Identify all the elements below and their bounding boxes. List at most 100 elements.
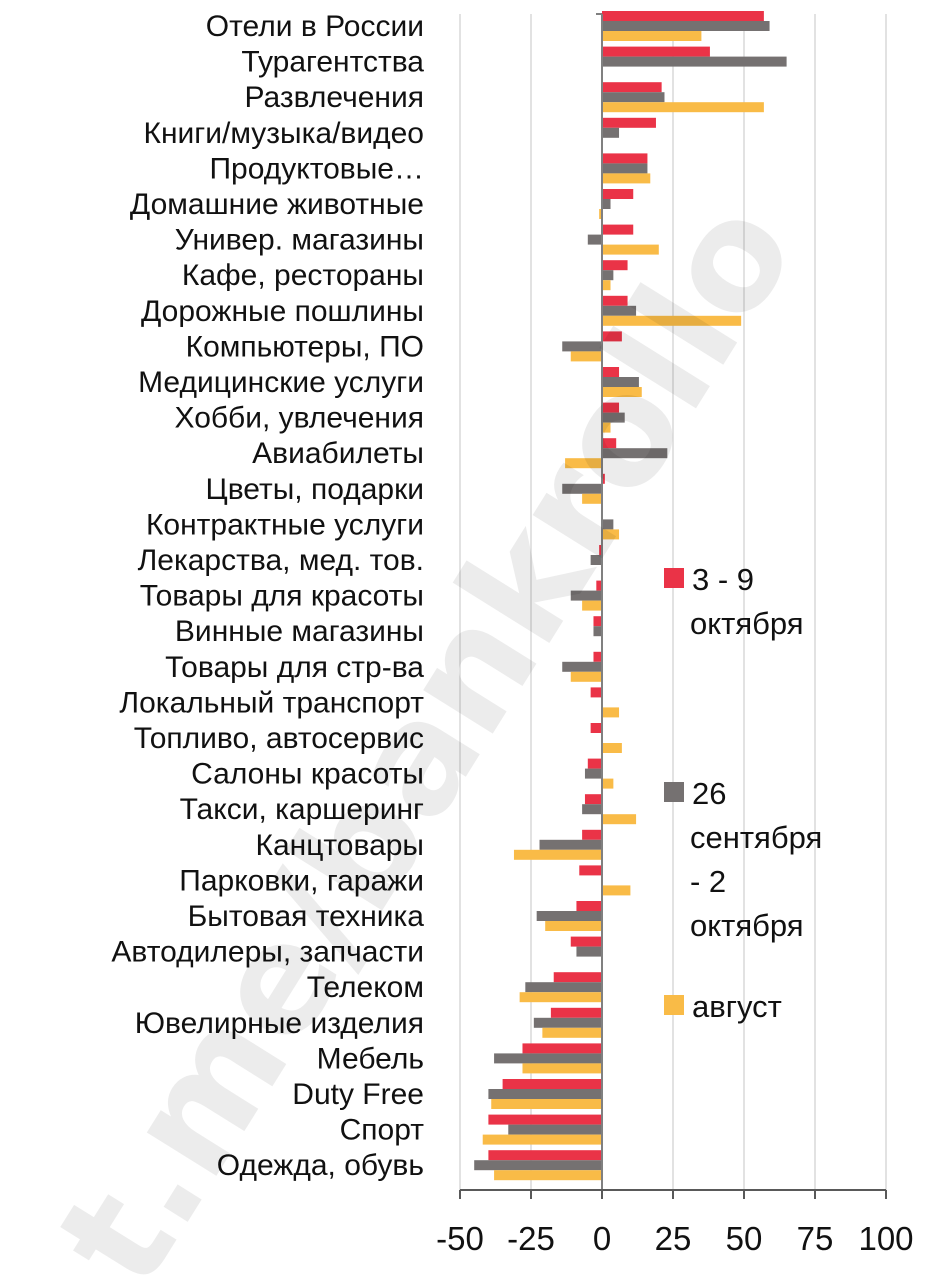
bar-series-2 [587,234,602,245]
bar-series-3 [491,1099,602,1109]
bar-series-3 [599,209,602,219]
legend-label: 3 - 9 [692,562,754,597]
bar-series-2 [602,412,625,423]
bar-series-2 [602,199,611,209]
bar-series-2 [539,839,602,850]
bar-series-1 [602,224,634,235]
bar-series-3 [602,814,637,825]
bar-series-2 [576,946,602,957]
bar-series-1 [599,545,602,555]
bar-series-2 [570,590,602,601]
grid-lines [459,14,887,1190]
legend-marker-2 [664,782,684,802]
bar-series-3 [602,743,622,753]
x-tick-label: 0 [593,1220,611,1257]
bar-series-3 [602,173,651,184]
bar-series-1 [590,723,602,733]
category-label: Бытовая техника [188,900,425,933]
category-label: Компьютеры, ПО [186,330,424,363]
x-tick-label: -25 [507,1220,555,1257]
bar-series-2 [602,519,614,530]
bar-series-3 [602,387,642,397]
category-label: Локальный транспорт [119,686,424,719]
bar-series-2 [590,555,602,565]
bar-series-1 [602,46,710,57]
category-label: Лекарства, мед. тов. [138,544,424,577]
bar-series-1 [584,794,602,805]
bar-series-1 [502,1079,602,1089]
x-tick-label: 100 [858,1220,913,1257]
bar-series-3 [519,992,602,1003]
category-label: Хобби, увлечения [175,402,424,435]
category-label: Дорожные пошлины [141,295,424,328]
category-label: Канцтовары [255,829,424,862]
bar-series-1 [582,829,602,840]
bar-series-3 [570,351,602,362]
bar-series-1 [602,11,764,21]
bar-series-3 [602,422,611,433]
bar-series-3 [494,1170,602,1181]
legend: 3 - 9 октября 26 сентября - 2 октября август [664,562,822,1024]
bar-series-2 [488,1089,602,1099]
bar-series-1 [602,402,620,413]
bar-series-1 [587,758,602,769]
bar-series-3 [602,529,620,540]
bar-series-2 [602,127,620,138]
legend-label: - 2 [690,864,726,899]
bar-series-1 [602,295,628,306]
bar-series-3 [513,849,602,860]
bar-series-2 [602,21,770,31]
category-label: Винные магазины [175,615,424,648]
bar-series-1 [488,1114,602,1125]
bar-series-3 [602,244,659,255]
bar-series-2 [525,982,602,993]
category-label: Контрактные услуги [146,508,424,541]
bar-series-1 [602,473,605,484]
bar-series-1 [602,367,620,377]
category-label: Мебель [317,1042,424,1075]
bar-series-3 [482,1134,602,1145]
x-tick-label: -50 [436,1220,484,1257]
bar-series-2 [533,1017,602,1028]
legend-label: 26 [692,776,726,811]
category-labels: Отели в РоссииТурагентстваРазвлеченияКни… [111,10,424,1182]
x-tick-label: 50 [726,1220,763,1257]
bar-series-1 [602,189,634,199]
bar-series-2 [582,804,602,815]
x-tick-label: 25 [655,1220,692,1257]
category-label: Duty Free [292,1078,424,1111]
category-label: Отели в России [206,10,424,43]
category-label: Продуктовые… [209,152,424,185]
bar-series-1 [553,972,602,983]
bar-series-3 [602,280,611,291]
category-label: Ювелирные изделия [135,1007,424,1040]
bar-series-3 [582,493,602,504]
bar-series-3 [602,102,764,113]
category-label: Спорт [340,1114,425,1147]
bar-series-2 [508,1124,602,1135]
bar-series-2 [562,661,602,672]
legend-label: сентября [690,820,822,855]
category-label: Кафе, рестораны [182,259,424,292]
category-label: Домашние животные [130,188,424,221]
bars [474,11,787,1181]
bar-series-1 [602,260,628,271]
bar-series-3 [545,921,602,931]
bar-series-2 [593,626,602,637]
bar-series-3 [602,885,631,896]
bar-series-2 [602,305,637,316]
category-label: Салоны красоты [191,758,424,791]
category-label: Телеком [307,971,424,1004]
bar-series-1 [602,438,617,449]
category-label: Такси, каршеринг [180,793,424,826]
bar-series-2 [602,56,787,67]
bar-series-3 [565,458,602,469]
category-label: Развлечения [245,81,424,114]
bar-series-3 [602,315,742,326]
category-label: Парковки, гаражи [179,864,424,897]
bar-series-1 [522,1043,602,1054]
category-label: Топливо, автосервис [134,722,424,755]
bar-series-1 [570,936,602,947]
bar-series-1 [602,117,656,128]
